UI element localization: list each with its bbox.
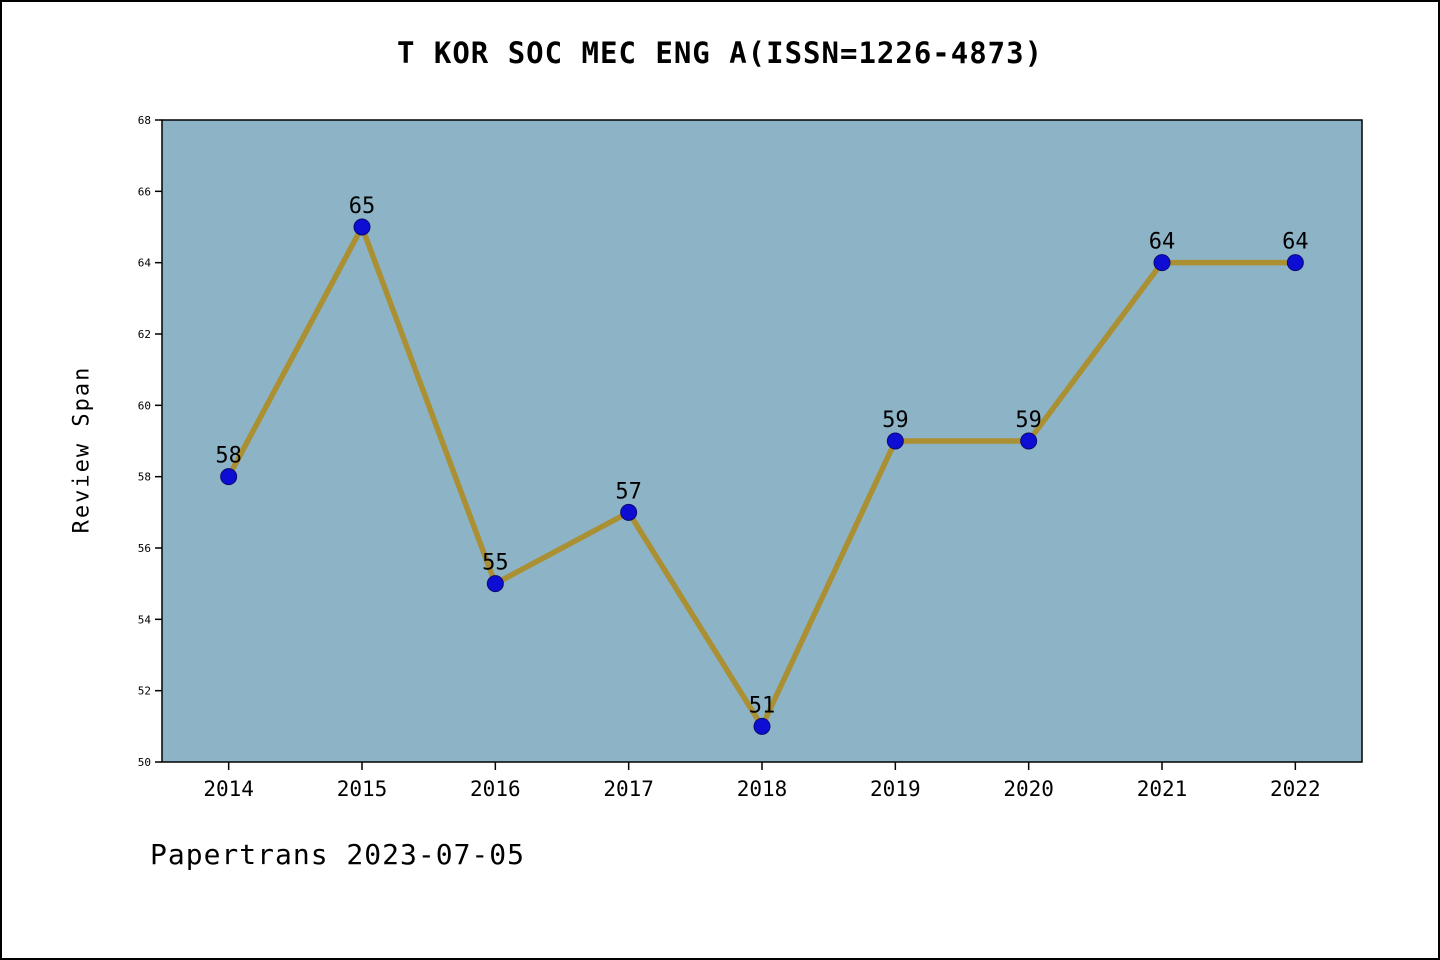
data-point-label: 57 [615,479,642,504]
data-point [1286,254,1304,272]
data-point [1020,432,1038,450]
x-tick-label: 2019 [870,777,921,801]
data-point [753,717,771,735]
data-point-label: 55 [482,551,509,576]
y-tick-label: 66 [138,185,151,198]
data-point [620,503,638,521]
x-tick-label: 2016 [470,777,521,801]
data-point [886,432,904,450]
data-point-label: 58 [215,444,242,469]
data-point [220,468,238,486]
y-tick-label: 60 [138,399,151,412]
data-point-label: 64 [1149,230,1176,255]
y-tick-label: 58 [138,471,151,484]
y-tick-label: 64 [138,257,152,270]
y-tick-label: 68 [138,114,151,127]
y-tick-label: 62 [138,328,151,341]
x-tick-label: 2022 [1270,777,1321,801]
data-point [353,218,371,236]
x-tick-label: 2021 [1137,777,1188,801]
data-point [1153,254,1171,272]
y-tick-label: 54 [138,613,152,626]
y-tick-label: 56 [138,542,151,555]
x-tick-label: 2017 [603,777,654,801]
x-tick-label: 2015 [337,777,388,801]
x-tick-label: 2020 [1003,777,1054,801]
chart-title: T KOR SOC MEC ENG A(ISSN=1226-4873) [396,36,1044,70]
x-tick-label: 2014 [203,777,254,801]
data-point-label: 59 [882,408,909,433]
data-point-label: 59 [1015,408,1042,433]
x-tick-label: 2018 [737,777,788,801]
data-point [486,575,504,593]
data-point-label: 64 [1282,230,1309,255]
plot-area [161,119,1363,763]
data-point-label: 65 [349,194,376,219]
y-tick-label: 52 [138,685,151,698]
data-point-label: 51 [749,693,776,718]
watermark-text: Papertrans 2023-07-05 [150,838,526,871]
y-tick-label: 50 [138,756,151,769]
